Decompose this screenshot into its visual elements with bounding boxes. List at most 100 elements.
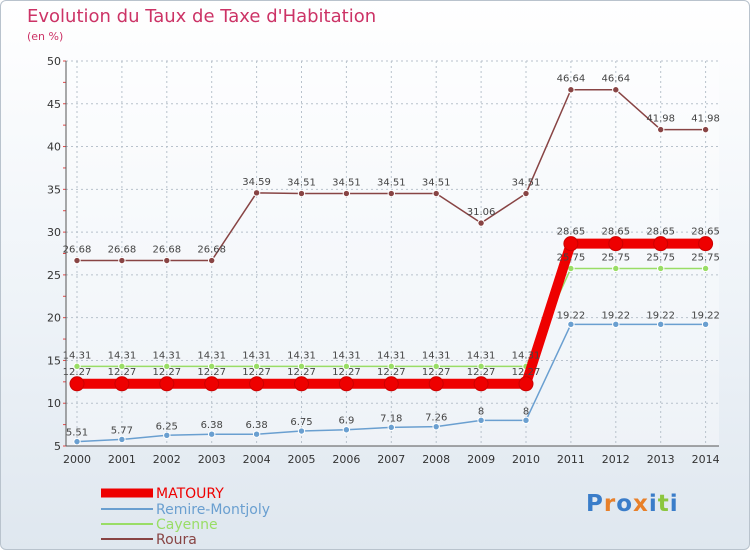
data-point-roura — [163, 256, 171, 265]
chart-title: Evolution du Taux de Taxe d'Habitation — [27, 6, 377, 27]
data-label-matoury: 28.65 — [691, 227, 720, 238]
data-label-cayenne: 14.31 — [108, 350, 137, 361]
logo-letter: x — [633, 491, 649, 517]
data-label-remire-montjoly: 8 — [478, 406, 484, 417]
y-tick-label: 45 — [47, 98, 61, 111]
data-label-matoury: 12.27 — [152, 367, 181, 378]
x-tick-label: 2014 — [692, 453, 720, 466]
x-tick-label: 2011 — [557, 453, 585, 466]
data-label-remire-montjoly: 19.22 — [557, 310, 586, 321]
y-tick-label: 5 — [54, 440, 61, 453]
data-point-remire-montjoly — [252, 430, 261, 438]
data-point-cayenne — [118, 362, 126, 371]
data-point-remire-montjoly — [208, 430, 216, 438]
x-tick-label: 2007 — [377, 453, 405, 466]
data-label-roura: 26.68 — [108, 245, 137, 256]
data-label-roura: 41.98 — [691, 114, 720, 125]
x-tick-label: 2010 — [512, 453, 540, 466]
data-point-matoury — [563, 236, 579, 252]
data-label-matoury: 12.27 — [467, 367, 496, 378]
data-label-roura: 34.51 — [287, 178, 316, 189]
data-label-remire-montjoly: 19.22 — [646, 310, 675, 321]
x-tick-label: 2009 — [467, 453, 495, 466]
data-label-roura: 26.68 — [63, 245, 92, 256]
y-tick-label: 15 — [47, 354, 61, 367]
data-point-matoury — [114, 376, 130, 392]
data-label-cayenne: 14.31 — [422, 350, 451, 361]
y-tick-label: 25 — [47, 269, 61, 282]
data-point-matoury — [159, 376, 175, 392]
legend-label-roura: Roura — [156, 532, 197, 548]
data-point-cayenne — [657, 264, 665, 273]
data-point-remire-montjoly — [567, 320, 575, 329]
data-point-cayenne — [477, 362, 485, 371]
data-label-matoury: 12.27 — [377, 367, 406, 378]
proxiti-logo: Proxiti — [586, 491, 679, 517]
y-tick-label: 35 — [47, 183, 61, 196]
data-point-matoury — [518, 376, 534, 392]
data-label-roura: 46.64 — [557, 74, 586, 85]
y-tick-label: 30 — [47, 226, 61, 239]
data-label-remire-montjoly: 7.18 — [380, 413, 402, 424]
data-point-matoury — [338, 376, 354, 392]
x-tick-label: 2012 — [602, 453, 630, 466]
data-point-matoury — [294, 376, 309, 392]
data-label-roura: 26.68 — [152, 245, 181, 256]
data-label-cayenne: 14.31 — [242, 350, 271, 361]
logo-letter: i — [648, 491, 658, 517]
logo-letter: r — [603, 491, 617, 517]
data-point-roura — [297, 189, 306, 198]
legend-label-matoury: MATOURY — [156, 486, 224, 502]
data-point-remire-montjoly — [612, 320, 620, 329]
data-point-remire-montjoly — [522, 416, 530, 425]
y-tick-label: 50 — [47, 55, 61, 68]
data-label-roura: 46.64 — [601, 74, 630, 85]
data-label-remire-montjoly: 8 — [523, 406, 529, 417]
x-tick-label: 2003 — [198, 453, 226, 466]
data-label-matoury: 28.65 — [601, 227, 630, 238]
data-point-roura — [657, 125, 665, 134]
data-point-remire-montjoly — [73, 437, 81, 446]
data-label-roura: 34.51 — [512, 178, 541, 189]
data-point-roura — [522, 189, 530, 198]
x-tick-label: 2004 — [243, 453, 271, 466]
data-point-cayenne — [163, 362, 171, 371]
data-label-matoury: 12.27 — [63, 367, 92, 378]
data-point-remire-montjoly — [657, 320, 665, 329]
data-label-cayenne: 14.31 — [467, 350, 496, 361]
data-point-remire-montjoly — [118, 435, 126, 444]
data-label-cayenne: 14.31 — [377, 350, 406, 361]
data-label-matoury: 12.27 — [512, 367, 541, 378]
data-label-roura: 34.51 — [332, 178, 361, 189]
x-tick-label: 2000 — [63, 453, 91, 466]
data-label-roura: 26.68 — [197, 245, 226, 256]
data-point-matoury — [249, 376, 265, 392]
data-point-remire-montjoly — [163, 431, 171, 440]
data-point-roura — [477, 219, 485, 227]
data-label-cayenne: 14.31 — [63, 350, 92, 361]
data-point-roura — [342, 189, 351, 198]
data-point-roura — [208, 256, 216, 265]
data-label-matoury: 12.27 — [287, 367, 316, 378]
y-tick-label: 40 — [47, 141, 61, 154]
data-label-matoury: 28.65 — [646, 227, 675, 238]
data-label-cayenne: 25.75 — [691, 252, 720, 263]
data-label-cayenne: 25.75 — [646, 252, 675, 263]
data-label-remire-montjoly: 19.22 — [601, 310, 630, 321]
data-point-matoury — [204, 376, 220, 392]
x-tick-label: 2005 — [288, 453, 316, 466]
data-label-matoury: 12.27 — [422, 367, 451, 378]
logo-letter: o — [616, 491, 634, 517]
data-label-remire-montjoly: 6.38 — [245, 420, 267, 431]
data-point-roura — [118, 256, 126, 265]
data-point-cayenne — [252, 362, 261, 371]
data-label-cayenne: 14.31 — [152, 350, 181, 361]
x-tick-label: 2001 — [108, 453, 136, 466]
logo-letter: P — [586, 491, 604, 517]
data-point-roura — [432, 189, 440, 198]
data-label-roura: 34.59 — [242, 177, 271, 188]
data-point-cayenne — [297, 362, 306, 371]
data-label-remire-montjoly: 6.75 — [290, 417, 312, 428]
data-label-roura: 34.51 — [422, 178, 451, 189]
